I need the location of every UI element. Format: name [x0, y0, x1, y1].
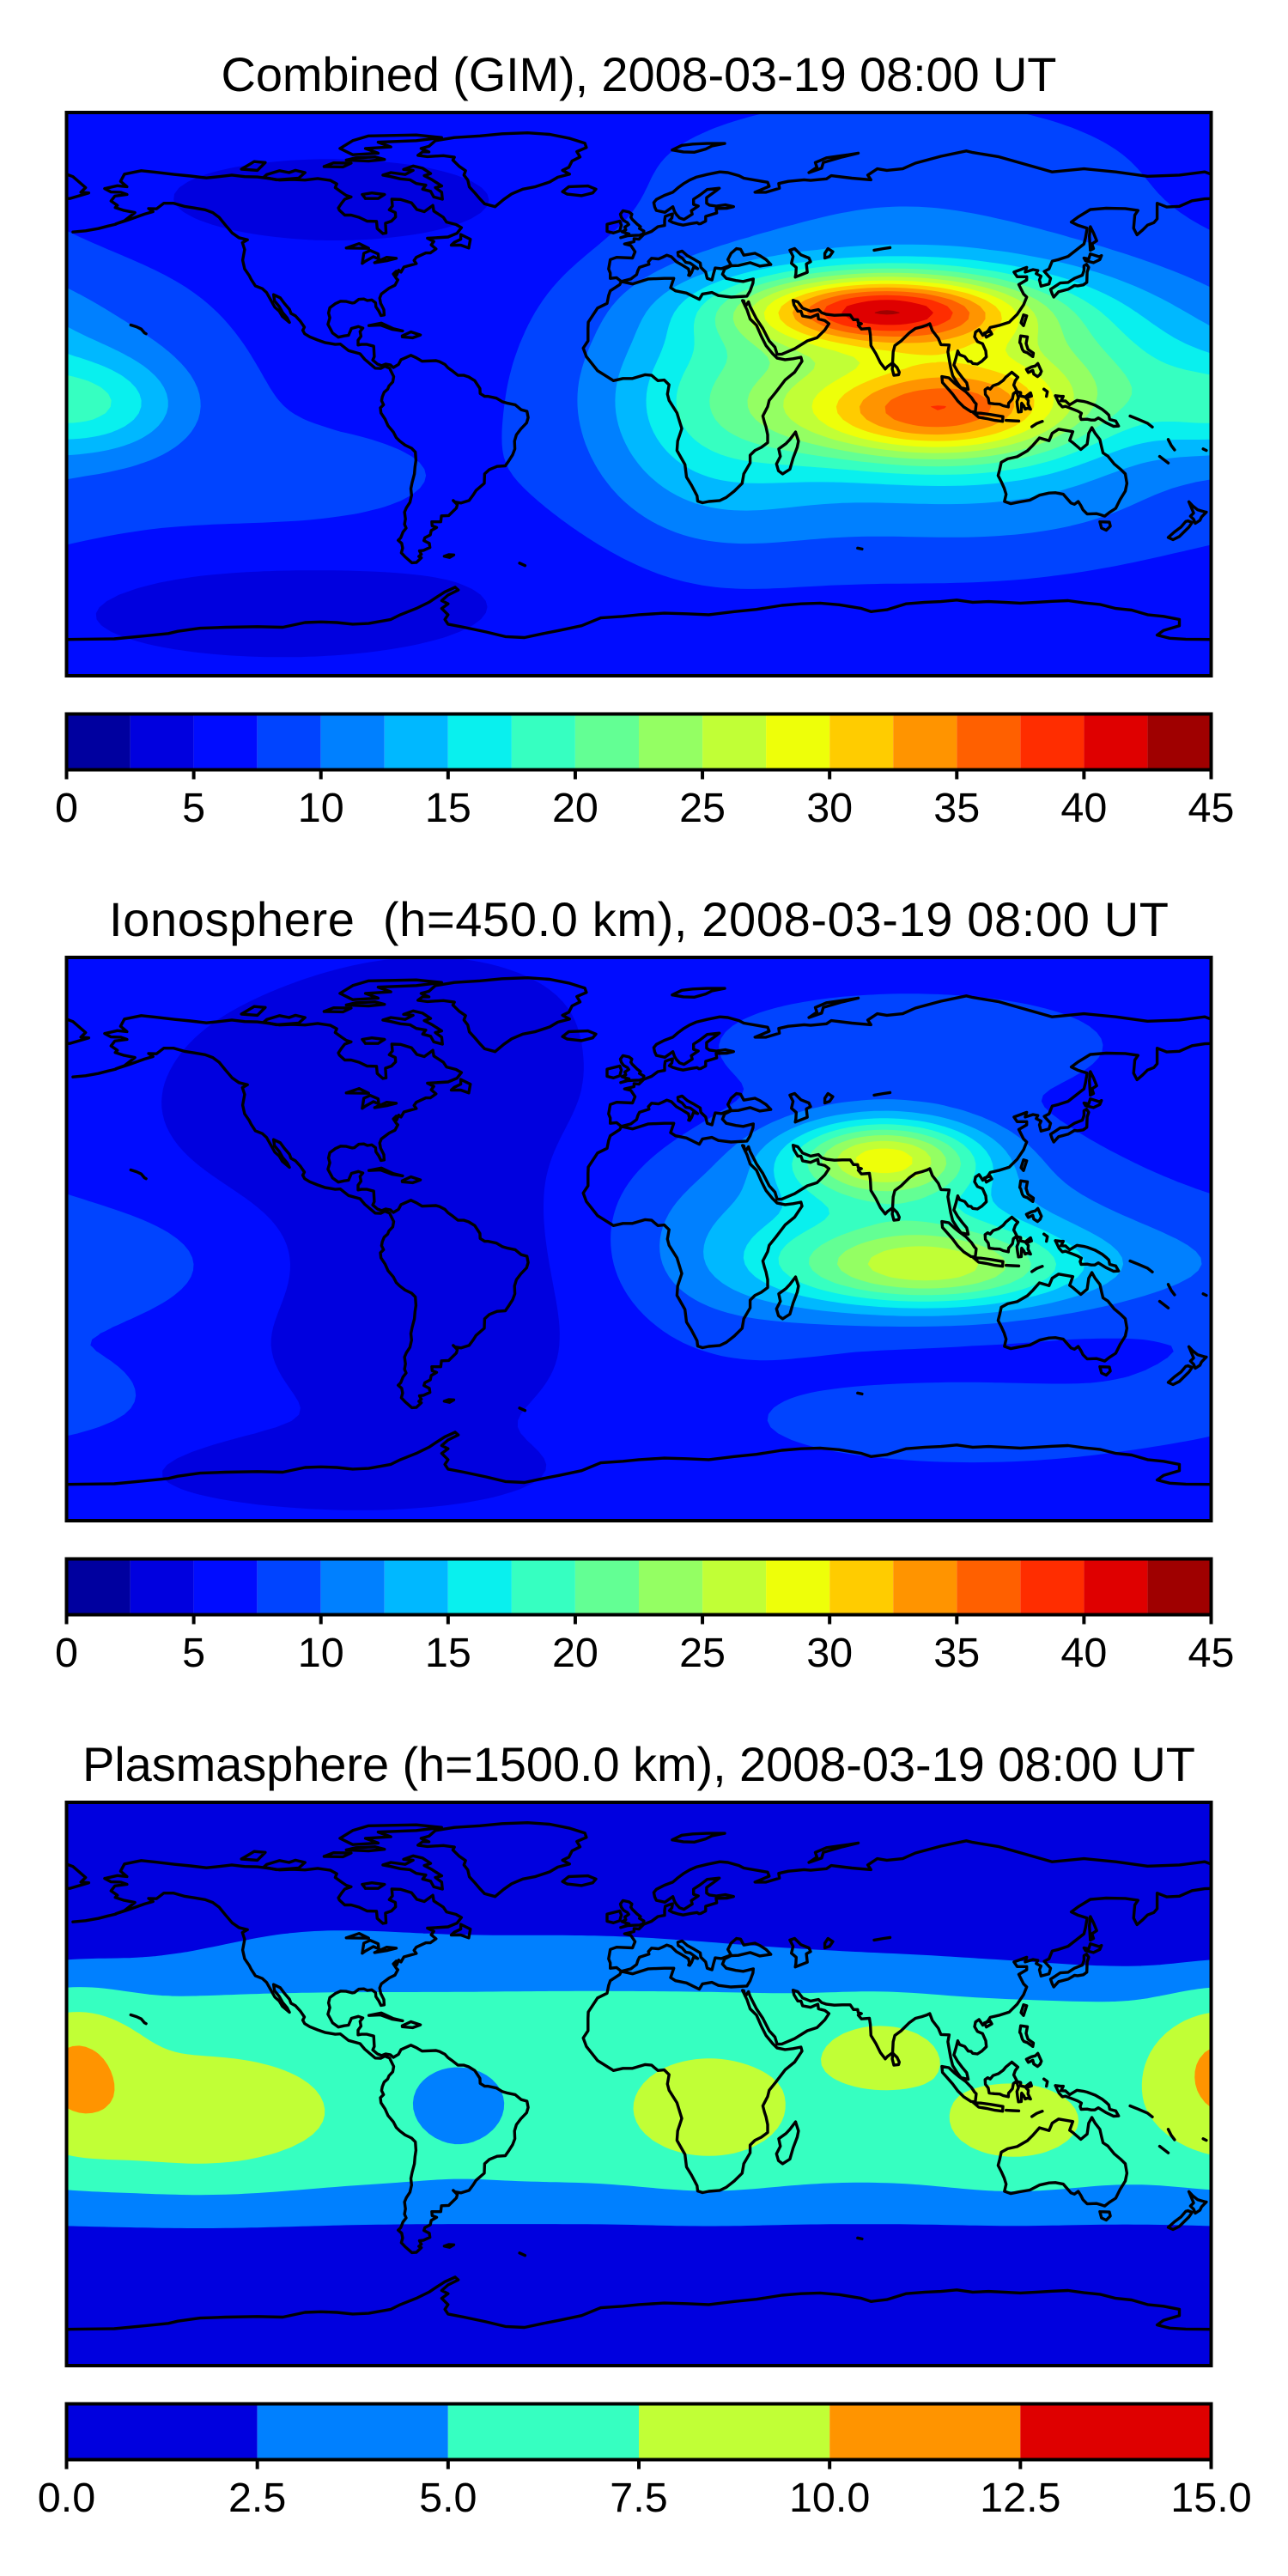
- svg-text:15: 15: [425, 785, 471, 831]
- svg-text:10: 10: [298, 1630, 344, 1676]
- svg-text:Ionosphere (h=450.0 km), 2008: Ionosphere (h=450.0 km), 2008-03-19 08:0…: [109, 892, 1169, 946]
- svg-text:35: 35: [933, 1630, 980, 1676]
- svg-text:25: 25: [679, 1630, 726, 1676]
- svg-text:5.0: 5.0: [419, 2475, 477, 2521]
- svg-text:2.5: 2.5: [228, 2475, 286, 2521]
- svg-text:12.5: 12.5: [980, 2475, 1060, 2521]
- svg-text:5: 5: [182, 1630, 205, 1676]
- svg-text:0: 0: [55, 1630, 78, 1676]
- svg-text:30: 30: [806, 1630, 853, 1676]
- svg-text:Combined (GIM), 2008-03-19 08:: Combined (GIM), 2008-03-19 08:00 UT: [222, 47, 1057, 101]
- svg-text:40: 40: [1060, 1630, 1107, 1676]
- svg-text:0: 0: [55, 785, 78, 831]
- svg-text:10.0: 10.0: [789, 2475, 870, 2521]
- svg-text:20: 20: [552, 785, 598, 831]
- svg-text:25: 25: [679, 785, 726, 831]
- svg-text:7.5: 7.5: [610, 2475, 667, 2521]
- svg-text:45: 45: [1188, 1630, 1235, 1676]
- svg-text:35: 35: [933, 785, 980, 831]
- svg-text:5: 5: [182, 785, 205, 831]
- svg-text:20: 20: [552, 1630, 598, 1676]
- svg-text:0.0: 0.0: [38, 2475, 95, 2521]
- svg-text:45: 45: [1188, 785, 1235, 831]
- svg-text:15.0: 15.0: [1170, 2475, 1251, 2521]
- svg-text:40: 40: [1060, 785, 1107, 831]
- svg-text:Plasmasphere (h=1500.0 km), 20: Plasmasphere (h=1500.0 km), 2008-03-19 0…: [82, 1737, 1195, 1791]
- svg-text:30: 30: [806, 785, 853, 831]
- svg-text:15: 15: [425, 1630, 471, 1676]
- svg-text:10: 10: [298, 785, 344, 831]
